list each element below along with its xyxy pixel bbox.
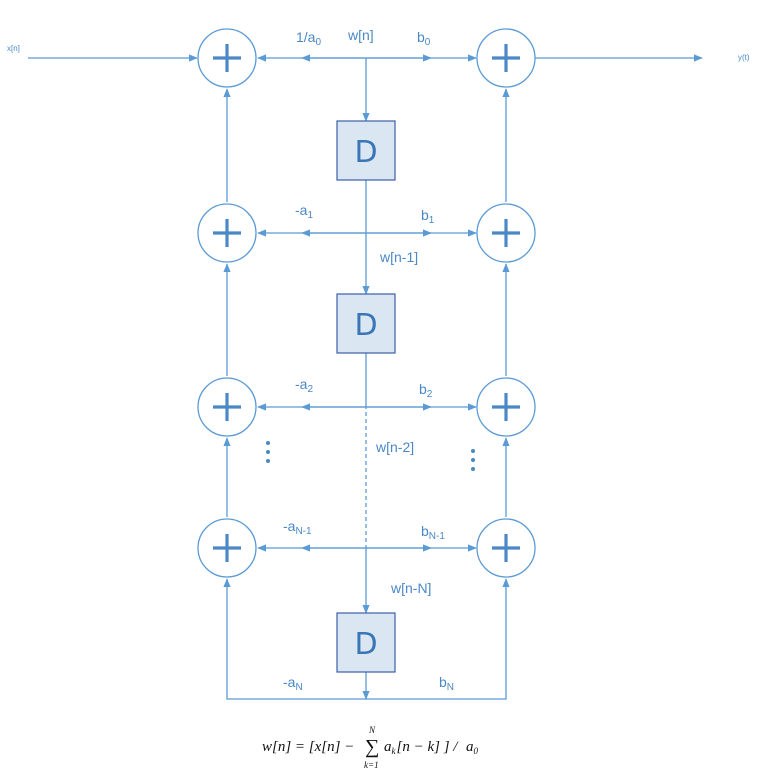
equation-sum-term: ak[n − k] ] / [384,739,459,756]
equation-divisor: a0 [466,739,479,756]
coef-label-a1: -a1 [295,202,313,221]
adder-left-n1 [197,518,257,578]
equation-sum-lower: k=1 [364,760,379,770]
left-ellipsis-dots [266,441,270,463]
coef-label-bN1: bN-1 [421,523,445,542]
input-label: x[n] [7,44,20,53]
adder-right-0 [476,28,536,88]
difference-equation: w[n] = [x[n] − N ∑ k=1 ak[n − k] ] / a0 [262,725,479,770]
adder-left-0 [197,28,257,88]
coef-label-inv-a0: 1/a0 [296,29,321,48]
equation-lhs: w[n] = [x[n] − [262,739,354,755]
coef-label-a2: -a2 [295,376,313,395]
signal-label-w1: w[n-1] [379,249,418,265]
delay-block-2: D [336,293,396,354]
feedback-wire-N [223,578,366,700]
adder-right-2 [476,377,536,437]
adder-right-n1 [476,518,536,578]
adder-left-2 [197,377,257,437]
coef-label-b0: b0 [417,29,431,48]
delay-label-2: D [354,308,377,343]
coef-label-b1: b1 [421,207,435,226]
delay-label-N: D [354,627,377,662]
delay-block-N: D [336,612,396,673]
coef-label-b2: b2 [419,381,433,400]
adder-right-1 [476,203,536,263]
delay-block-1: D [336,120,396,181]
delay-label-1: D [354,135,377,170]
signal-label-wN: w[n-N] [390,580,431,596]
right-ellipsis-dots [471,449,475,471]
coef-label-aN1: -aN-1 [283,518,312,537]
feedforward-wire-N [366,578,510,700]
coef-label-aN: -aN [283,674,303,693]
output-label: y(t) [738,53,750,62]
equation-sum-upper: N [368,725,376,735]
signal-label-w0: w[n] [347,27,374,43]
equation-sum-symbol: ∑ [365,736,379,758]
signal-label-w2: w[n-2] [375,439,414,455]
adder-left-1 [197,203,257,263]
coef-label-bN: bN [439,674,454,693]
